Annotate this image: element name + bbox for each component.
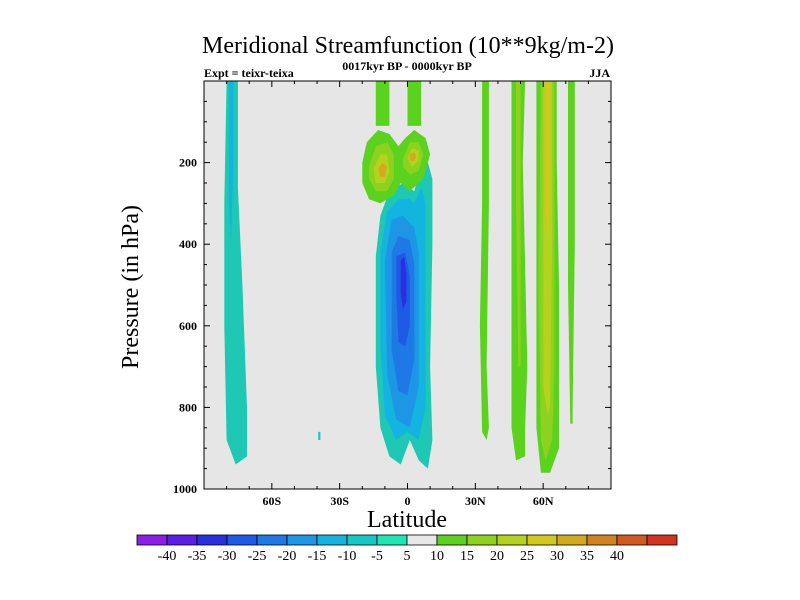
contour-upper-positive-left-column <box>375 81 390 126</box>
colorbar-label: 40 <box>610 549 624 564</box>
contour-equatorial-negative-cell-35 <box>400 256 407 310</box>
contour-positive-band-35n <box>479 81 489 440</box>
contour-positive-band-60n-20 <box>545 81 550 245</box>
colorbar-box <box>496 534 528 546</box>
colorbar-label: 25 <box>520 549 534 564</box>
experiment-label: Expt = teixr-teixa <box>204 66 294 80</box>
colorbar-label: -5 <box>371 549 383 564</box>
colorbar-box <box>436 534 468 546</box>
colorbar-box <box>646 534 678 546</box>
colorbar-label: -10 <box>338 549 357 564</box>
contour-upper-positive-right-column <box>407 81 422 126</box>
season-label: JJA <box>589 66 610 80</box>
colorbar-box <box>406 534 438 546</box>
chart-subtitle: 0017kyr BP - 0000kyr BP <box>342 59 472 73</box>
y-axis-label: Pressure (in hPa) <box>118 205 144 369</box>
colorbar-label: -15 <box>308 549 327 564</box>
colorbar-label: -25 <box>248 549 267 564</box>
colorbar-label: 35 <box>580 549 594 564</box>
y-tick-label: 200 <box>179 156 197 170</box>
colorbar-box <box>286 534 318 546</box>
colorbar-box <box>526 534 558 546</box>
y-tick-label: 800 <box>179 400 197 414</box>
y-axis: 200 400 600 800 1000 <box>173 80 611 496</box>
chart-title: Meridional Streamfunction (10**9kg/m-2) <box>202 33 614 59</box>
colorbar-box <box>586 534 618 546</box>
plot-area <box>203 80 612 490</box>
colorbar-label: -30 <box>218 549 237 564</box>
x-tick-label: 30S <box>330 494 349 508</box>
contour-small-negative-dot <box>318 431 321 440</box>
colorbar-box <box>196 534 228 546</box>
colorbar-label: -35 <box>188 549 207 564</box>
x-tick-label: 60S <box>262 494 281 508</box>
colorbar-box <box>616 534 648 546</box>
x-tick-label: 60N <box>533 494 554 508</box>
colorbar-box <box>166 534 198 546</box>
contour-upper-positive-lobe-right-20 <box>409 152 417 161</box>
colorbar-label: 10 <box>430 549 444 564</box>
y-tick-label: 600 <box>179 319 197 333</box>
x-axis: 60S 30S 0 30N 60N <box>203 81 612 508</box>
colorbar-box <box>226 534 258 546</box>
contour-upper-positive-lobe-left-20 <box>378 162 388 177</box>
x-tick-label: 0 <box>405 494 411 508</box>
colorbar: -40 -35 -30 -25 -20 -15 -10 -5 5 10 15 20 25 30 35 40 <box>136 534 678 564</box>
colorbar-label: 20 <box>490 549 504 564</box>
contour-southern-negative-core <box>228 81 234 245</box>
colorbar-box <box>316 534 348 546</box>
contour-positive-band-73n <box>568 81 575 424</box>
colorbar-box <box>256 534 288 546</box>
colorbar-box <box>376 534 408 546</box>
colorbar-label: 5 <box>404 549 411 564</box>
colorbar-label: -20 <box>278 549 297 564</box>
colorbar-box <box>346 534 378 546</box>
colorbar-label: 15 <box>460 549 474 564</box>
y-tick-label: 400 <box>179 237 197 251</box>
colorbar-box <box>136 534 168 546</box>
colorbar-label: -40 <box>158 549 177 564</box>
x-tick-label: 30N <box>465 494 486 508</box>
x-axis-label: Latitude <box>367 507 447 533</box>
colorbar-label: 30 <box>550 549 564 564</box>
y-tick-label: 1000 <box>173 482 197 496</box>
colorbar-box <box>466 534 498 546</box>
contour-positive-band-47n-10 <box>516 81 521 367</box>
colorbar-box <box>556 534 588 546</box>
